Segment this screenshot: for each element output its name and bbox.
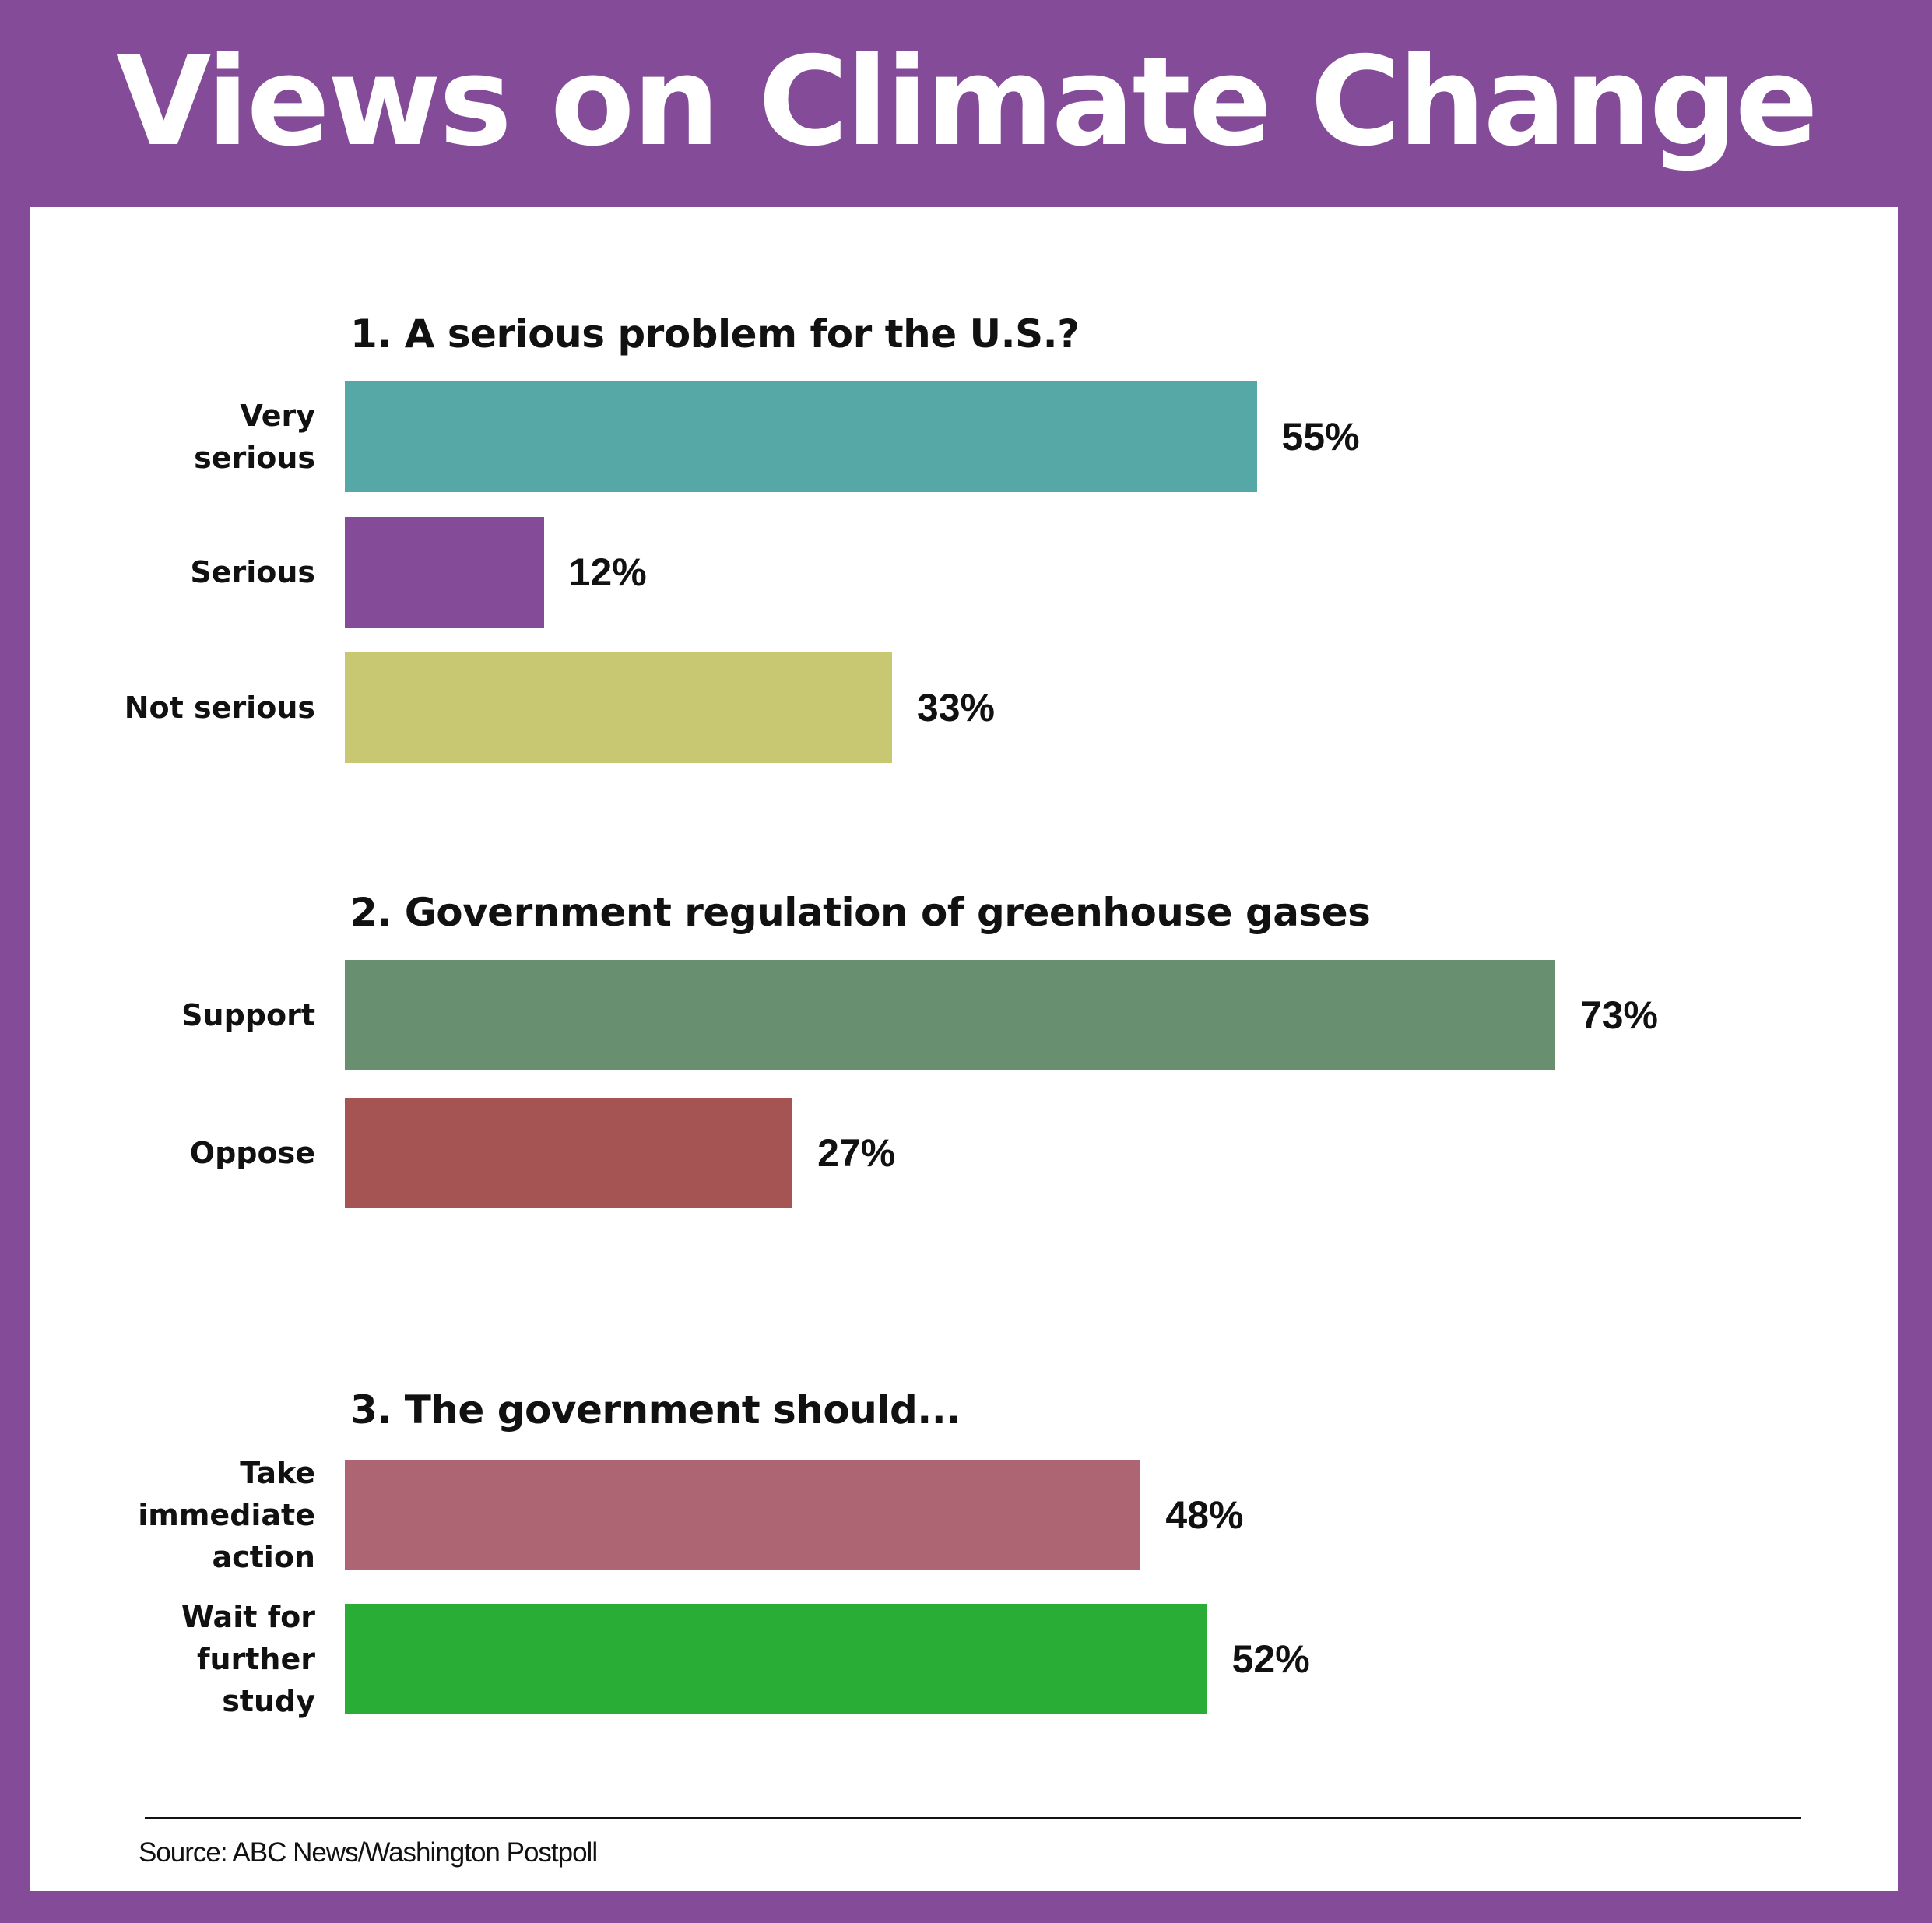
question-title-1: 1. A serious problem for the U.S.?	[350, 311, 1080, 357]
category-label: Serious	[190, 555, 315, 589]
question-title-3: 3. The government should...	[350, 1387, 961, 1433]
question-title-2: 2. Government regulation of greenhouse g…	[350, 890, 1371, 935]
bar	[345, 652, 892, 763]
category-label: Very serious	[194, 399, 315, 475]
data-label: 12%	[568, 550, 647, 594]
bar	[345, 381, 1257, 492]
bar	[345, 1604, 1207, 1714]
category-label: Wait for further study	[181, 1600, 315, 1718]
data-label: 73%	[1579, 993, 1658, 1037]
data-label: 48%	[1165, 1493, 1244, 1537]
chart-title: Views on Climate Change	[116, 30, 1818, 174]
source-divider	[145, 1817, 1801, 1819]
category-label: Oppose	[189, 1136, 315, 1170]
category-label: Take immediate action	[138, 1456, 315, 1574]
data-label: 52%	[1231, 1637, 1310, 1681]
bar	[345, 960, 1555, 1070]
data-label: 33%	[916, 686, 995, 729]
data-label: 27%	[817, 1131, 896, 1175]
category-label: Support	[181, 998, 315, 1032]
data-label: 55%	[1281, 415, 1360, 459]
bar	[345, 1098, 793, 1208]
source-note: Source: ABC News/Washington Postpoll	[139, 1837, 598, 1868]
category-label: Not serious	[124, 691, 315, 725]
bar	[345, 517, 544, 628]
bar	[345, 1460, 1141, 1570]
